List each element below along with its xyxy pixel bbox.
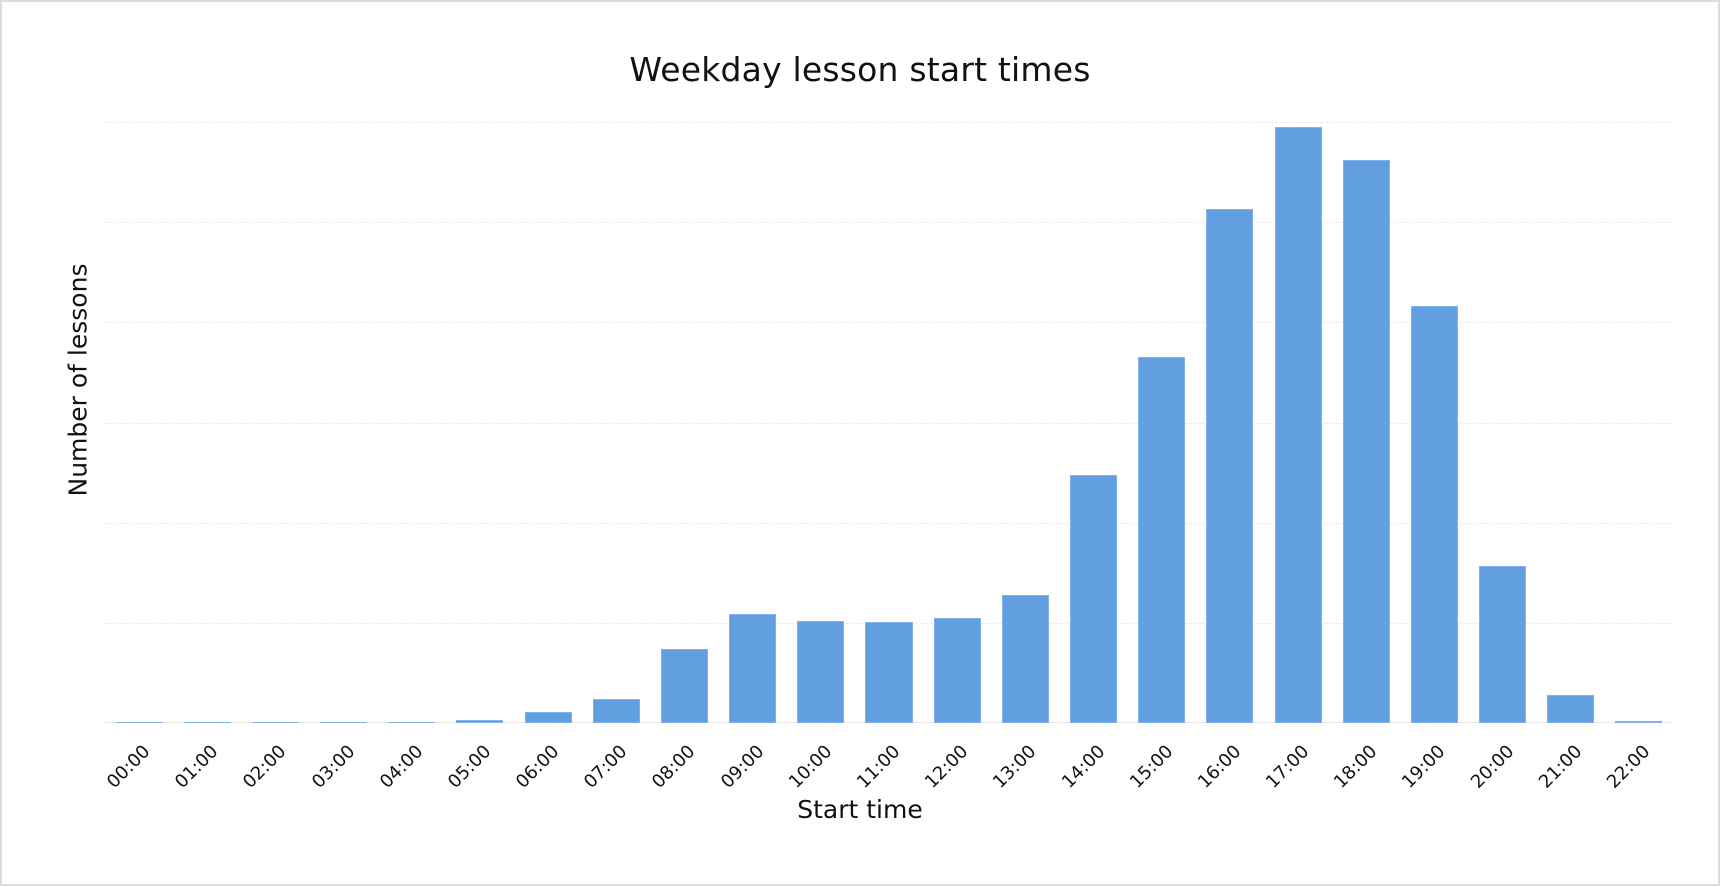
bar-1000 xyxy=(797,620,845,723)
chart-title: Weekday lesson start times xyxy=(629,50,1091,89)
bar-1700 xyxy=(1274,127,1322,723)
gridline xyxy=(105,322,1673,324)
x-axis-label: Start time xyxy=(797,795,923,824)
bar-1100 xyxy=(865,621,913,723)
bar-0600 xyxy=(524,711,572,723)
bar-2200 xyxy=(1615,721,1663,723)
gridline xyxy=(105,122,1673,123)
bar-0800 xyxy=(660,648,708,723)
bar-1800 xyxy=(1342,160,1390,723)
plot-area xyxy=(105,122,1673,723)
bar-1900 xyxy=(1410,306,1458,723)
y-axis-label: Number of lessons xyxy=(63,263,93,497)
bar-0900 xyxy=(729,613,777,723)
bar-2000 xyxy=(1479,565,1527,723)
bar-0000 xyxy=(115,721,163,723)
bar-0200 xyxy=(251,722,299,723)
bar-1500 xyxy=(1138,357,1186,723)
bar-0700 xyxy=(592,698,640,723)
bar-1600 xyxy=(1206,209,1254,723)
bar-0300 xyxy=(320,722,368,723)
gridline xyxy=(105,422,1673,424)
bar-1300 xyxy=(1001,594,1049,723)
bar-0400 xyxy=(388,722,436,723)
gridline xyxy=(105,522,1673,524)
gridline xyxy=(105,222,1673,224)
bar-1400 xyxy=(1070,474,1118,723)
bar-2100 xyxy=(1547,694,1595,723)
bar-0100 xyxy=(183,722,231,723)
bar-0500 xyxy=(456,720,504,723)
bar-1200 xyxy=(933,617,981,723)
